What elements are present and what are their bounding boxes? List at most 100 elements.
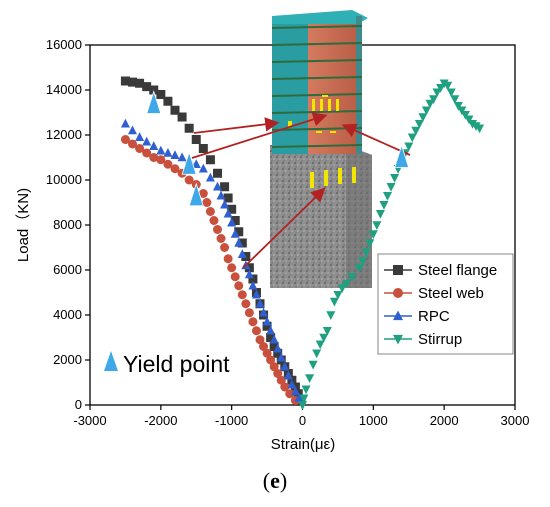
data-point [237, 290, 247, 300]
legend-entry: RPC [384, 308, 450, 325]
data-point [262, 348, 272, 358]
data-point [269, 334, 279, 344]
data-point [460, 111, 470, 120]
data-point [202, 198, 212, 207]
data-point [227, 217, 237, 227]
data-point [177, 112, 187, 122]
data-point [149, 141, 159, 150]
data-point [234, 281, 244, 291]
data-point [128, 125, 137, 135]
data-point [230, 229, 240, 238]
yield-point-annotation: Yield point [104, 351, 230, 377]
data-point [337, 284, 347, 293]
data-point [251, 289, 261, 299]
y-tick-label: 14000 [46, 82, 82, 97]
y-tick-label: 6000 [53, 262, 82, 277]
data-point [128, 139, 137, 149]
series-steel-web [120, 135, 300, 405]
legend-marker [393, 265, 403, 275]
data-point [234, 238, 244, 247]
data-point [315, 340, 325, 350]
data-point [329, 297, 339, 307]
data-point [220, 243, 230, 252]
data-point [191, 159, 201, 168]
data-point [287, 379, 297, 389]
data-point [230, 272, 240, 282]
data-point [198, 189, 208, 198]
data-point [390, 174, 400, 183]
data-point [301, 385, 311, 395]
x-tick-label: 0 [299, 413, 306, 428]
data-point [205, 207, 215, 216]
data-point [142, 148, 152, 158]
data-point [205, 155, 215, 165]
data-point [283, 370, 293, 380]
y-tick-label: 12000 [46, 127, 82, 142]
data-point [244, 308, 254, 318]
data-point [248, 317, 258, 327]
data-point [244, 269, 254, 279]
data-point [248, 274, 258, 284]
data-point [299, 394, 309, 404]
data-point [149, 153, 159, 162]
data-point [322, 327, 332, 336]
data-point [237, 238, 247, 248]
data-point [365, 239, 375, 248]
y-tick-label: 4000 [53, 307, 82, 322]
legend-label: RPC [418, 308, 450, 325]
figure-caption: (e) [0, 468, 550, 494]
data-point [259, 342, 269, 351]
data-point [120, 76, 130, 86]
x-tick-label: 3000 [501, 413, 530, 428]
data-point [418, 113, 428, 122]
data-point [326, 311, 336, 320]
data-point [266, 325, 276, 335]
data-point [156, 145, 166, 155]
yield-marker [146, 90, 162, 114]
data-point [450, 95, 460, 104]
data-point [213, 181, 222, 191]
yield-point-icon [104, 351, 118, 371]
data-point [276, 352, 286, 362]
legend: Steel flange Steel web RPC Stirrup [377, 253, 514, 355]
data-point [163, 96, 173, 106]
data-point [368, 230, 378, 239]
data-point [290, 386, 300, 396]
y-tick-label: 16000 [46, 37, 82, 52]
data-point [305, 374, 315, 383]
data-point [347, 273, 357, 282]
data-point [163, 159, 173, 169]
data-point [255, 298, 265, 308]
data-point [251, 326, 261, 336]
data-point [223, 208, 233, 218]
yield-markers [146, 90, 410, 207]
data-point [319, 333, 329, 343]
data-point [170, 105, 180, 115]
data-point [439, 79, 449, 89]
data-point [269, 342, 279, 351]
data-point [170, 164, 180, 174]
data-point [230, 216, 240, 225]
x-tick-label: -3000 [73, 413, 106, 428]
data-point [475, 124, 485, 134]
data-point [135, 132, 145, 141]
yield-marker [394, 144, 410, 168]
data-point [453, 102, 463, 111]
data-point [135, 144, 145, 153]
data-point [298, 401, 307, 410]
data-point [443, 81, 453, 91]
data-point [411, 126, 421, 136]
data-point [294, 393, 304, 402]
data-point [471, 122, 481, 131]
data-point [372, 221, 382, 230]
data-point [135, 78, 145, 88]
data-point [333, 291, 343, 300]
series-rpc [120, 118, 304, 402]
y-axis-label: Load（KN) [15, 188, 32, 262]
legend-label: Steel web [418, 285, 484, 302]
data-point [266, 333, 276, 342]
legend-marker [393, 310, 403, 321]
series-stirrup [298, 79, 485, 410]
data-point [446, 88, 456, 98]
y-tick-label: 2000 [53, 352, 82, 367]
